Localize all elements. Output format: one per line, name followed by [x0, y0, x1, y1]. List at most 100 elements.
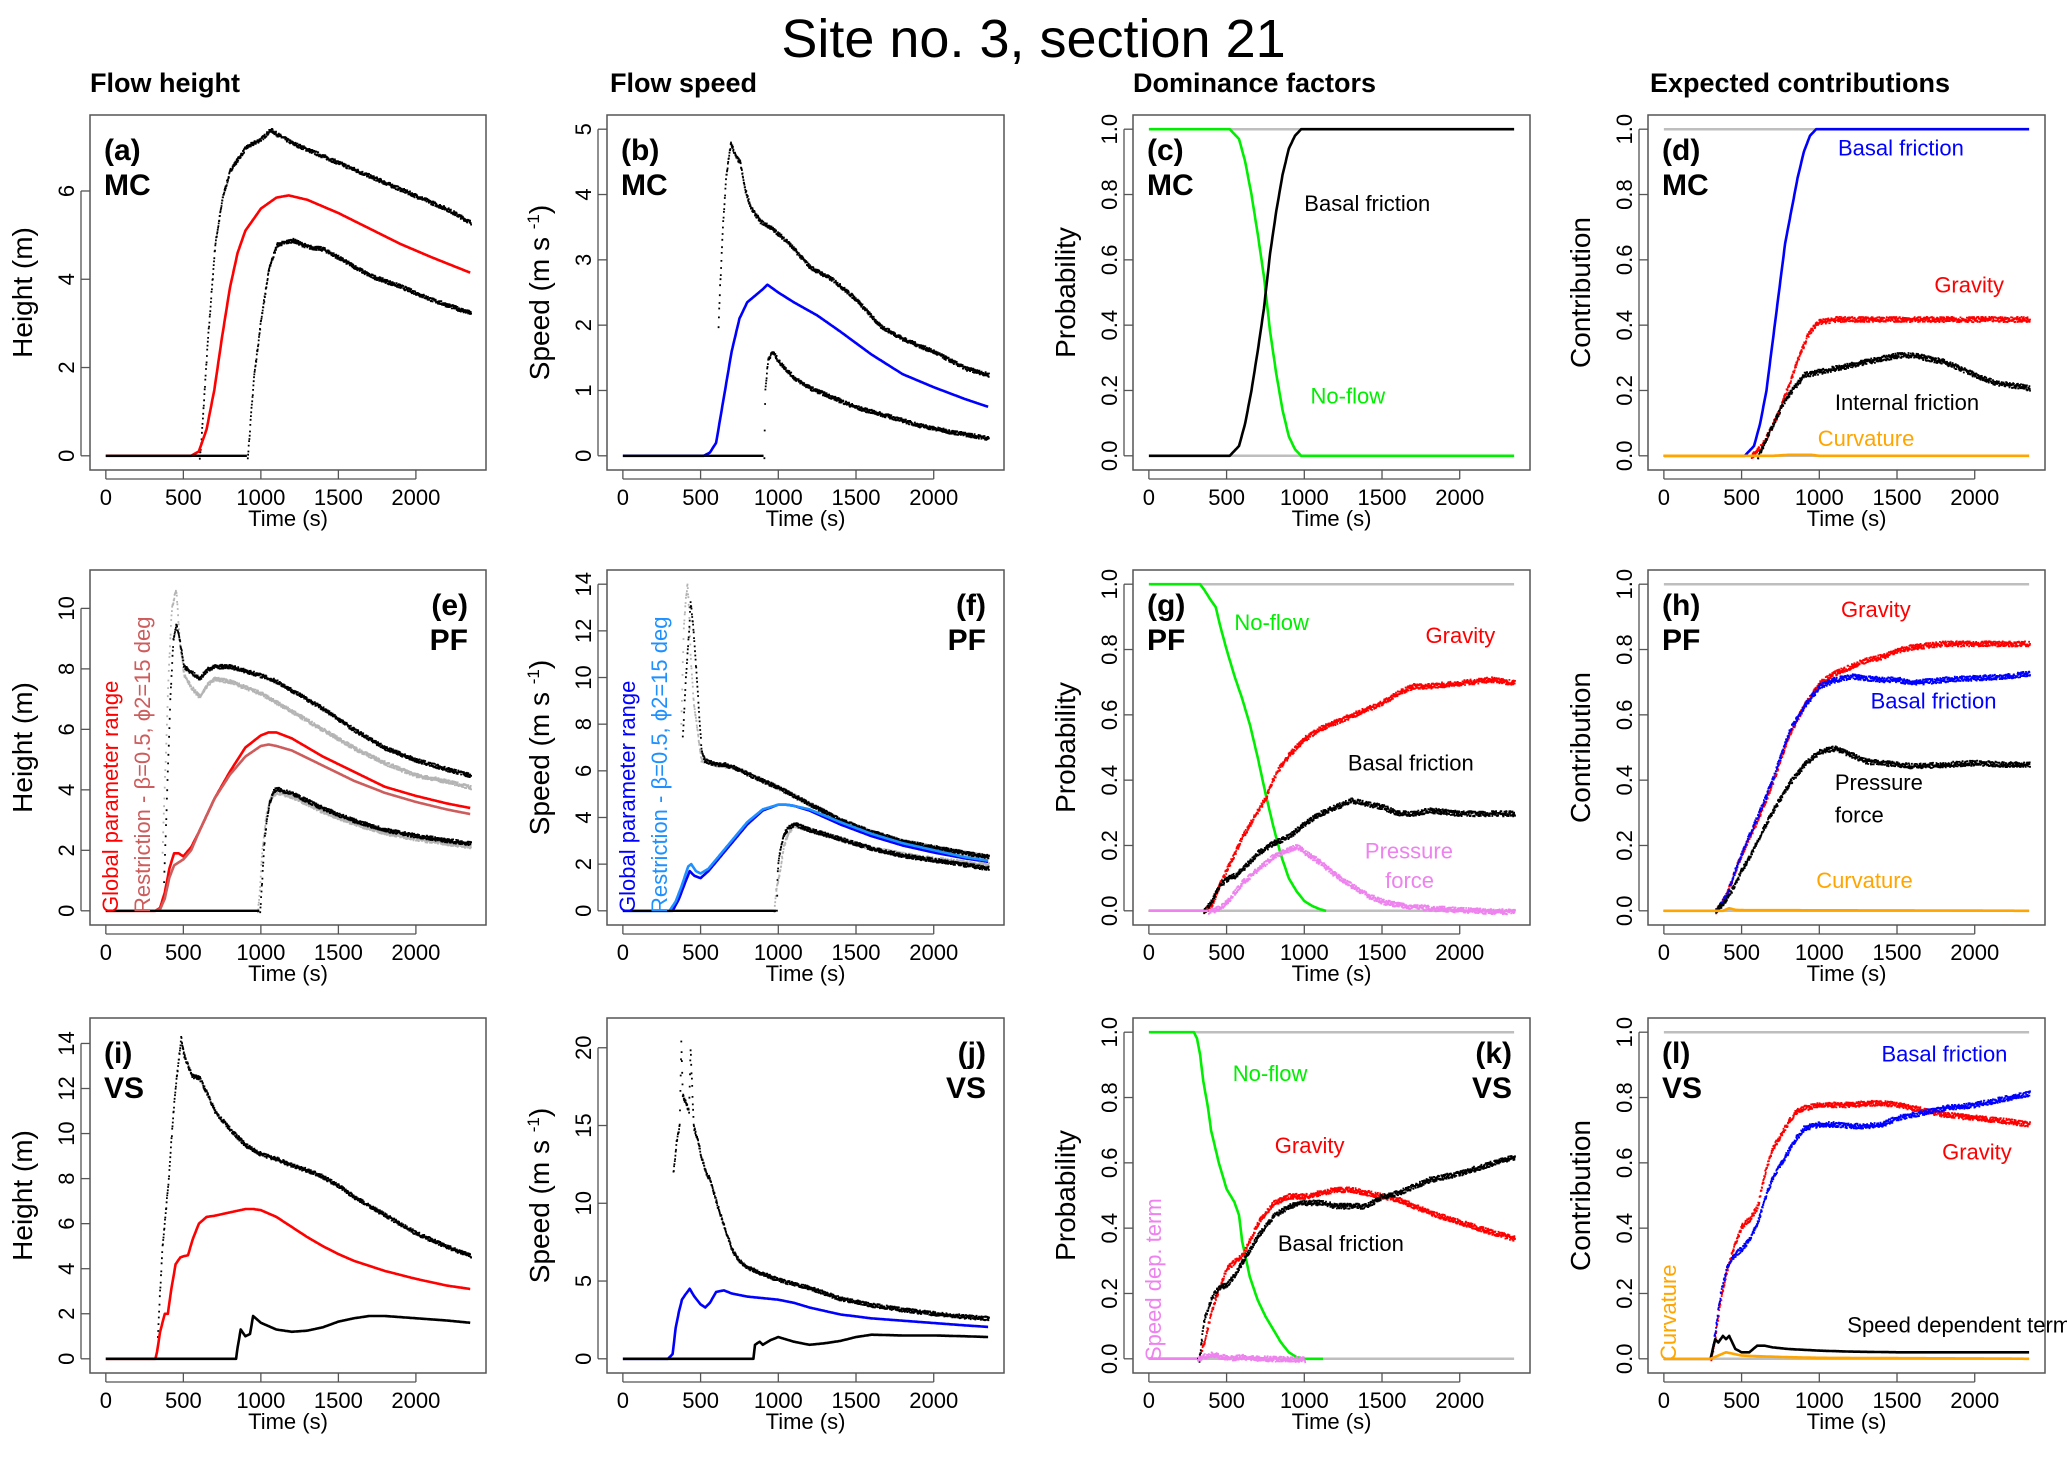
series-basal-friction	[1148, 127, 1515, 458]
series-annotation: Restriction - β=0.5, ϕ2=15 deg	[647, 617, 672, 913]
y-tick-label: 0.8	[1097, 179, 1122, 210]
y-tick-label: 0	[54, 1353, 79, 1365]
series-annotation: Basal friction	[1881, 1042, 2007, 1067]
panel-label: (b)	[621, 134, 659, 167]
x-tick-label: 500	[165, 485, 202, 510]
series-curvature	[1663, 453, 2030, 458]
y-tick-label: 10	[54, 1121, 79, 1145]
series-lower-bound	[105, 237, 472, 460]
x-tick-label: 0	[1143, 940, 1155, 965]
x-axis-label: Time (s)	[766, 1409, 846, 1434]
x-tick-label: 500	[1723, 485, 1760, 510]
plot-frame	[1132, 569, 1531, 926]
panel-i: 0 500 1000 1500 2000 Time (s) 0 2 4 6 8 10 12 14 Heigh…	[7, 1017, 487, 1434]
model-label: MC	[1147, 169, 1194, 202]
series-mean-restriction-	[105, 743, 471, 913]
y-tick-label: 12	[54, 1076, 79, 1100]
x-tick-label: 0	[1143, 485, 1155, 510]
model-label: VS	[104, 1072, 144, 1105]
panel-label: (a)	[104, 134, 141, 167]
series-annotation: Gravity	[1275, 1133, 1345, 1158]
y-tick-label: 0.8	[1097, 634, 1122, 665]
series-annotation: Pressure	[1835, 770, 1923, 795]
y-tick-label: 1.0	[1097, 569, 1122, 600]
x-tick-label: 1000	[754, 1388, 803, 1413]
x-axis-label: Time (s)	[248, 1409, 328, 1434]
x-axis-label: Time (s)	[1807, 961, 1887, 986]
x-axis-label: Time (s)	[248, 506, 328, 531]
y-tick-label: 0.4	[1097, 765, 1122, 796]
panel-e: 0 500 1000 1500 2000 Time (s) 0 2 4 6 8 10 Height (m…	[7, 569, 487, 986]
y-tick-label: 2	[571, 319, 596, 331]
model-label: PF	[948, 624, 986, 657]
series-annotation: Speed dependent term	[1847, 1313, 2067, 1338]
y-axis-label: Height (m)	[7, 227, 38, 358]
x-tick-label: 1000	[1280, 940, 1329, 965]
x-tick-label: 2000	[1435, 1388, 1484, 1413]
panel-label: (g)	[1147, 589, 1185, 622]
x-axis-label: Time (s)	[248, 961, 328, 986]
x-axis-label: Time (s)	[766, 961, 846, 986]
x-tick-label: 2000	[909, 485, 958, 510]
y-axis-label: Probability	[1050, 1130, 1081, 1261]
panel-label: (l)	[1662, 1037, 1690, 1070]
x-tick-label: 1000	[1795, 940, 1844, 965]
x-axis-label: Time (s)	[1292, 1409, 1372, 1434]
model-label: VS	[1662, 1072, 1702, 1105]
plot-frame	[606, 114, 1005, 471]
y-tick-label: 10	[571, 665, 596, 689]
series-no-flow	[1148, 127, 1515, 458]
x-tick-label: 1000	[754, 940, 803, 965]
series-lower-bound	[622, 351, 990, 460]
y-tick-label: 2	[54, 1308, 79, 1320]
series-curvature	[1663, 1351, 2030, 1361]
y-axis-label: Speed (m s -1)	[524, 1108, 555, 1283]
x-tick-label: 500	[165, 940, 202, 965]
series-basal-friction	[1148, 797, 1516, 915]
y-tick-label: 0.0	[1097, 441, 1122, 472]
model-label: MC	[621, 169, 668, 202]
plot-frame	[1132, 1017, 1531, 1374]
x-axis-label: Time (s)	[1292, 961, 1372, 986]
y-tick-label: 14	[571, 572, 596, 596]
series-annotation: Gravity	[1426, 623, 1496, 648]
y-axis-label: Height (m)	[7, 682, 38, 813]
x-tick-label: 2000	[1435, 485, 1484, 510]
y-axis-label: Probability	[1050, 682, 1081, 813]
series-pressure-force	[1148, 844, 1516, 916]
panel-label: (k)	[1475, 1037, 1512, 1070]
column-header-flow-speed: Flow speed	[610, 68, 758, 98]
plot-frame	[89, 569, 487, 926]
panel-label: (c)	[1147, 134, 1184, 167]
y-tick-label: 0.2	[1612, 1278, 1637, 1309]
series-annotation: Gravity	[1942, 1140, 2012, 1165]
y-axis-label: Contribution	[1565, 672, 1596, 823]
panel-b: 0 500 1000 1500 2000 Time (s) 0 1 2 3 4 5 Speed (m s…	[524, 114, 1005, 531]
panel-g: 0 500 1000 1500 2000 Time (s) 0.0 0.2 0.4 0.6 0.8 1…	[1050, 569, 1531, 986]
series-mean-restriction-	[622, 803, 989, 913]
panel-label: (i)	[104, 1037, 132, 1070]
x-tick-label: 1500	[832, 485, 881, 510]
x-tick-label: 1000	[236, 485, 285, 510]
y-tick-label: 4	[54, 273, 79, 285]
x-tick-label: 1500	[1358, 485, 1407, 510]
y-tick-label: 0	[54, 905, 79, 917]
series-points	[672, 1040, 990, 1322]
series-lower-bound	[622, 1333, 989, 1361]
x-tick-label: 500	[682, 940, 719, 965]
x-tick-label: 1500	[1358, 940, 1407, 965]
y-tick-label: 1	[571, 384, 596, 396]
x-tick-label: 1000	[1280, 1388, 1329, 1413]
x-tick-label: 1500	[1873, 1388, 1922, 1413]
series-line	[105, 743, 471, 913]
series-upper-bound	[672, 1040, 990, 1322]
x-tick-label: 1000	[1280, 485, 1329, 510]
x-tick-label: 1000	[1795, 1388, 1844, 1413]
y-tick-label: 0.6	[1612, 245, 1637, 276]
series-annotation: Curvature	[1818, 426, 1915, 451]
y-axis-label: Contribution	[1565, 217, 1596, 368]
y-tick-label: 1.0	[1097, 1017, 1122, 1048]
y-tick-label: 0.6	[1612, 700, 1637, 731]
series-annotation: force	[1835, 803, 1884, 828]
panel-label: (d)	[1662, 134, 1700, 167]
